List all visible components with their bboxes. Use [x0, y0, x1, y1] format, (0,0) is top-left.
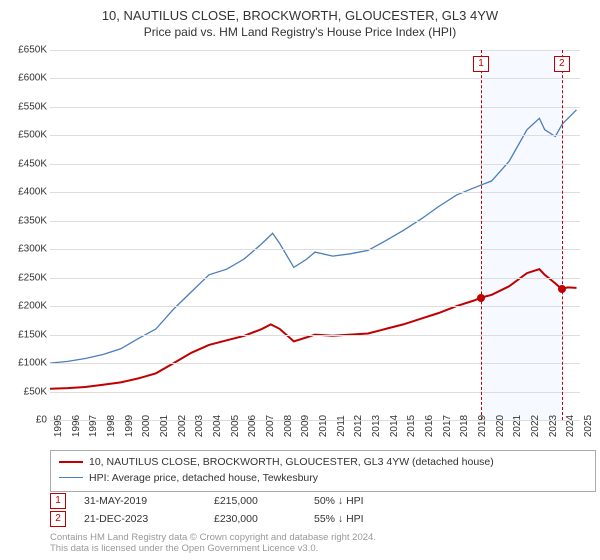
tx-price: £230,000 — [214, 513, 314, 525]
legend-row: 10, NAUTILUS CLOSE, BROCKWORTH, GLOUCEST… — [59, 455, 587, 471]
x-axis-label: 2007 — [265, 415, 276, 437]
x-axis-label: 2008 — [283, 415, 294, 437]
grid-line-h — [50, 335, 580, 336]
tx-hpi: 50% ↓ HPI — [314, 495, 414, 507]
series-property — [50, 269, 577, 389]
y-axis-label: £50K — [2, 386, 47, 397]
x-axis-label: 2018 — [459, 415, 470, 437]
y-axis-label: £600K — [2, 73, 47, 84]
grid-line-h — [50, 249, 580, 250]
transaction-marker — [477, 294, 485, 302]
grid-line-h — [50, 306, 580, 307]
x-axis-label: 2013 — [371, 415, 382, 437]
x-axis-label: 2001 — [159, 415, 170, 437]
x-axis-label: 2022 — [530, 415, 541, 437]
tx-date: 31-MAY-2019 — [84, 495, 214, 507]
y-axis-label: £350K — [2, 215, 47, 226]
x-axis-label: 2000 — [141, 415, 152, 437]
x-axis-label: 2010 — [318, 415, 329, 437]
legend-swatch — [59, 461, 83, 463]
x-axis-label: 2012 — [353, 415, 364, 437]
x-axis-label: 2017 — [442, 415, 453, 437]
x-axis-label: 2009 — [300, 415, 311, 437]
x-axis-label: 2003 — [194, 415, 205, 437]
x-axis-label: 2004 — [212, 415, 223, 437]
tx-badge: 1 — [50, 493, 66, 509]
transactions-table: 1 31-MAY-2019£215,00050% ↓ HPI 2 21-DEC-202… — [50, 492, 580, 528]
marker-vline — [481, 50, 482, 420]
x-axis-label: 2023 — [548, 415, 559, 437]
y-axis-label: £550K — [2, 101, 47, 112]
x-axis-label: 1996 — [71, 415, 82, 437]
grid-line-h — [50, 78, 580, 79]
x-axis-label: 2021 — [512, 415, 523, 437]
x-axis-label: 1997 — [88, 415, 99, 437]
x-axis-label: 2006 — [247, 415, 258, 437]
y-axis-label: £0 — [2, 415, 47, 426]
x-axis-label: 2025 — [583, 415, 594, 437]
grid-line-h — [50, 192, 580, 193]
grid-line-h — [50, 392, 580, 393]
y-axis-label: £500K — [2, 130, 47, 141]
tx-badge: 2 — [50, 511, 66, 527]
x-axis-label: 2019 — [477, 415, 488, 437]
chart-subtitle: Price paid vs. HM Land Registry's House … — [0, 23, 600, 39]
grid-line-h — [50, 135, 580, 136]
legend-label: HPI: Average price, detached house, Tewk… — [89, 472, 318, 484]
grid-line-h — [50, 221, 580, 222]
x-axis-label: 2015 — [406, 415, 417, 437]
x-axis-label: 2011 — [336, 415, 347, 437]
grid-line-h — [50, 50, 580, 51]
chart-plot-area: 12 — [50, 50, 580, 420]
grid-line-h — [50, 107, 580, 108]
legend-box: 10, NAUTILUS CLOSE, BROCKWORTH, GLOUCEST… — [50, 450, 596, 492]
x-axis-label: 2002 — [177, 415, 188, 437]
x-axis-label: 2014 — [389, 415, 400, 437]
x-axis-label: 1998 — [106, 415, 117, 437]
chart-title: 10, NAUTILUS CLOSE, BROCKWORTH, GLOUCEST… — [0, 0, 600, 23]
y-axis-label: £100K — [2, 358, 47, 369]
grid-line-h — [50, 278, 580, 279]
grid-line-h — [50, 164, 580, 165]
marker-vline — [562, 50, 563, 420]
x-axis-label: 1995 — [53, 415, 64, 437]
transaction-badge: 2 — [554, 56, 570, 72]
tx-price: £215,000 — [214, 495, 314, 507]
transaction-row: 1 31-MAY-2019£215,00050% ↓ HPI — [50, 492, 580, 510]
legend-swatch — [59, 477, 83, 478]
y-axis-label: £650K — [2, 45, 47, 56]
x-axis-label: 2024 — [565, 415, 576, 437]
tx-hpi: 55% ↓ HPI — [314, 513, 414, 525]
x-axis-label: 2016 — [424, 415, 435, 437]
x-axis-label: 1999 — [124, 415, 135, 437]
grid-line-h — [50, 363, 580, 364]
transaction-badge: 1 — [473, 56, 489, 72]
y-axis-label: £150K — [2, 329, 47, 340]
x-axis-label: 2020 — [495, 415, 506, 437]
chart-svg — [50, 50, 580, 420]
legend-row: HPI: Average price, detached house, Tewk… — [59, 471, 587, 487]
footnote-line-1: Contains HM Land Registry data © Crown c… — [50, 532, 376, 543]
series-hpi — [50, 110, 577, 363]
transaction-row: 2 21-DEC-2023£230,00055% ↓ HPI — [50, 510, 580, 528]
transaction-marker — [558, 285, 566, 293]
y-axis-label: £400K — [2, 187, 47, 198]
legend-label: 10, NAUTILUS CLOSE, BROCKWORTH, GLOUCEST… — [89, 456, 494, 468]
footnote-line-2: This data is licensed under the Open Gov… — [50, 543, 376, 554]
y-axis-label: £250K — [2, 272, 47, 283]
x-axis-label: 2005 — [230, 415, 241, 437]
tx-date: 21-DEC-2023 — [84, 513, 214, 525]
y-axis-label: £200K — [2, 301, 47, 312]
footnote: Contains HM Land Registry data © Crown c… — [50, 532, 376, 555]
y-axis-label: £450K — [2, 158, 47, 169]
y-axis-label: £300K — [2, 244, 47, 255]
